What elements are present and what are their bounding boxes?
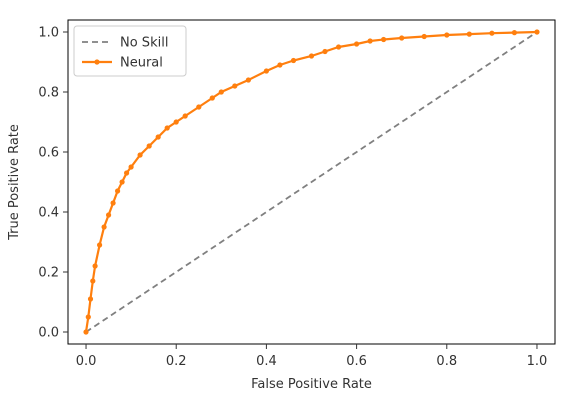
neural-data-point <box>421 33 427 40</box>
neural-data-point <box>196 104 202 110</box>
y-tick-label: 0.8 <box>38 86 59 101</box>
neural-data-point <box>511 29 517 36</box>
neural-data-point <box>381 36 387 43</box>
y-axis-ticks: 0.0 0.2 0.4 0.6 0.8 1.0 <box>38 26 68 341</box>
neural-data-point <box>155 134 161 140</box>
neural-data-point <box>137 152 143 158</box>
neural-data-point <box>92 263 98 269</box>
neural-data-point <box>354 41 360 47</box>
neural-data-point <box>85 314 91 320</box>
x-tick-label: 0.0 <box>76 354 97 369</box>
neural-data-point <box>245 77 251 83</box>
y-tick-label: 0.2 <box>38 266 59 281</box>
neural-data-point <box>232 83 238 89</box>
legend-neural-marker <box>94 59 100 65</box>
y-tick-label: 1.0 <box>38 26 59 41</box>
neural-data-point <box>128 164 134 170</box>
neural-data-point <box>164 125 170 131</box>
neural-data-point <box>97 242 103 248</box>
x-axis-title: False Positive Rate <box>251 377 372 392</box>
neural-data-point <box>90 278 96 284</box>
neural-data-point <box>308 53 315 59</box>
legend-no-skill-label: No Skill <box>120 36 168 51</box>
neural-data-point <box>336 44 342 50</box>
neural-data-point <box>106 212 112 218</box>
y-tick-label: 0.0 <box>38 326 59 341</box>
neural-data-point <box>182 113 188 119</box>
plot-series <box>83 29 540 335</box>
neural-data-point <box>322 48 328 55</box>
x-tick-label: 0.2 <box>166 354 187 369</box>
neural-data-point <box>87 296 94 302</box>
plot-frame <box>67 19 556 345</box>
y-tick-label: 0.4 <box>38 206 59 221</box>
neural-data-point <box>218 89 224 95</box>
y-axis-title: True Positive Rate <box>7 124 22 241</box>
neural-data-point <box>101 224 107 230</box>
neural-data-point <box>209 95 215 101</box>
neural-data-point <box>263 68 269 74</box>
neural-data-point <box>534 29 540 35</box>
neural-data-point <box>444 32 450 38</box>
no-skill-series-line <box>85 31 538 333</box>
neural-data-point <box>119 179 125 185</box>
y-tick-label: 0.6 <box>38 146 59 161</box>
legend: No Skill Neural <box>73 25 187 77</box>
x-tick-label: 1.0 <box>527 354 548 369</box>
x-tick-label: 0.4 <box>256 354 277 369</box>
neural-data-point <box>124 170 130 176</box>
x-axis-ticks: 0.0 0.2 0.4 0.6 0.8 1.0 <box>76 344 548 369</box>
neural-data-point <box>489 30 495 36</box>
legend-box <box>73 25 187 77</box>
x-tick-label: 0.6 <box>346 354 367 369</box>
neural-data-point <box>466 31 472 37</box>
neural-data-point <box>110 200 116 206</box>
x-tick-label: 0.8 <box>436 354 457 369</box>
neural-data-point <box>83 329 89 335</box>
neural-data-point <box>399 35 405 41</box>
neural-data-point <box>277 62 283 68</box>
neural-data-point <box>146 143 152 149</box>
neural-series-line <box>84 30 538 333</box>
neural-data-point <box>367 38 373 44</box>
legend-neural-label: Neural <box>120 56 163 71</box>
neural-data-point <box>173 119 179 125</box>
neural-data-point <box>290 57 297 64</box>
neural-data-point <box>115 188 121 194</box>
